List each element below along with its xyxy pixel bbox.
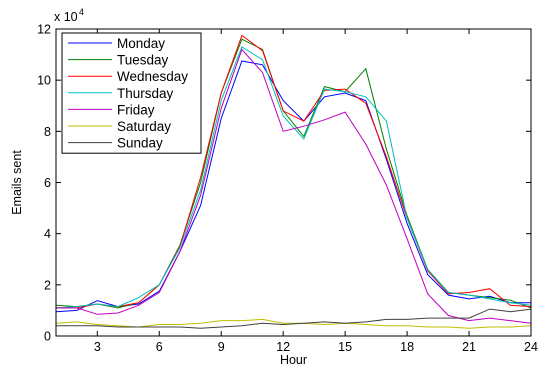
legend-label-saturday: Saturday xyxy=(117,119,171,134)
y-tick-label: 12 xyxy=(37,23,51,37)
series-line-friday xyxy=(56,48,532,324)
x-axis-title: Hour xyxy=(280,353,307,367)
x-tick-label: 9 xyxy=(218,340,225,354)
x-tick-label: 3 xyxy=(94,340,101,354)
y-multiplier-label: x 10 xyxy=(54,10,78,24)
y-axis-title: Emails sent xyxy=(10,150,24,215)
x-tick-label: 12 xyxy=(276,340,290,354)
x-tick-label: 15 xyxy=(338,340,352,354)
y-tick-label: 4 xyxy=(44,227,51,241)
legend-label-thursday: Thursday xyxy=(117,86,174,101)
x-tick-label: 6 xyxy=(156,340,163,354)
x-tick-label: 18 xyxy=(400,340,414,354)
legend-label-tuesday: Tuesday xyxy=(117,53,169,68)
y-tick-label: 10 xyxy=(37,74,51,88)
series-line-thursday xyxy=(55,46,532,309)
y-tick-label: 6 xyxy=(44,176,51,190)
legend-label-wednesday: Wednesday xyxy=(117,69,188,84)
legend-label-sunday: Sunday xyxy=(117,136,163,151)
y-tick-label: 0 xyxy=(44,330,51,344)
legend-label-monday: Monday xyxy=(117,36,165,51)
y-tick-label: 2 xyxy=(44,278,51,292)
x-tick-label: 24 xyxy=(524,340,538,354)
y-tick-label: 8 xyxy=(44,125,51,139)
y-multiplier-exponent: 4 xyxy=(79,7,84,17)
series-line-wednesday xyxy=(56,34,532,309)
legend-label-friday: Friday xyxy=(117,102,155,117)
series-layer xyxy=(55,34,532,329)
x-tick-label: 21 xyxy=(462,340,476,354)
series-line-sunday xyxy=(56,308,532,329)
series-line-monday xyxy=(55,60,531,313)
